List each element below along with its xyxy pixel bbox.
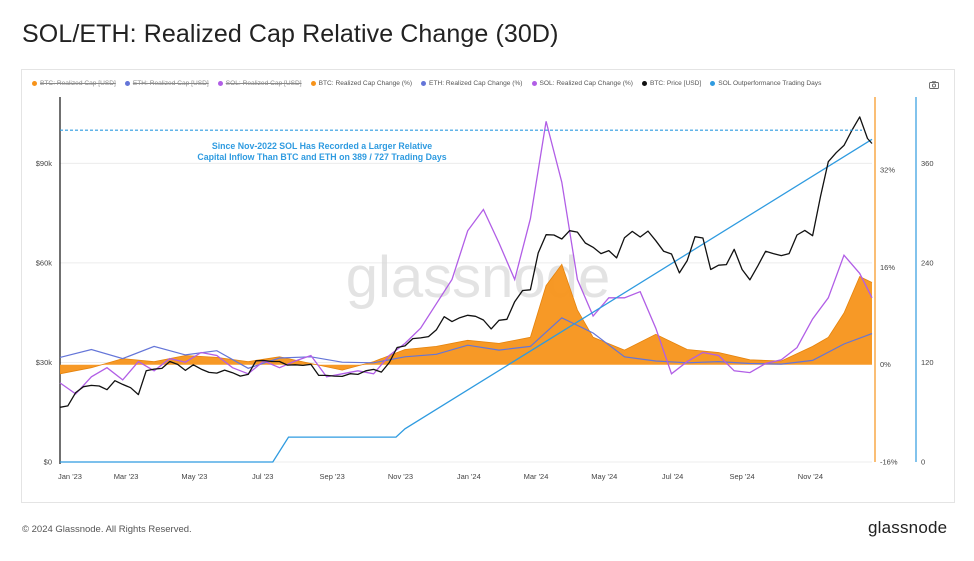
x-tick-label: Sep '23 [320,472,345,481]
price-tick-label: $0 [44,458,52,467]
x-tick-label: Jul '24 [662,472,683,481]
chart-frame [21,69,955,503]
legend-color-dot-icon [310,80,316,86]
chart-legend: BTC: Realized Cap [USD] ETH: Realized Cap… [32,77,830,89]
pct-tick-label: 16% [880,263,895,272]
legend-label: ETH: Realized Cap [USD] [132,79,209,87]
annotation-text: Capital Inflow Than BTC and ETH on 389 /… [197,152,446,162]
price-tick-label: $90k [36,159,53,168]
legend-item[interactable]: BTC: Price [USD] [641,77,702,89]
legend-label: BTC: Realized Cap [USD] [40,79,116,87]
pct-tick-label: -16% [880,458,898,467]
legend-label: SOL: Realized Cap Change (%) [539,79,633,87]
legend-color-dot-icon [124,80,130,86]
x-tick-label: May '24 [591,472,617,481]
legend-label: ETH: Realized Cap Change (%) [429,79,523,87]
legend-item[interactable]: SOL: Realized Cap [USD] [217,77,302,89]
annotation-text: Since Nov-2022 SOL Has Recorded a Larger… [212,141,432,151]
pct-tick-label: 0% [880,360,891,369]
legend-item[interactable]: ETH: Realized Cap Change (%) [421,77,523,89]
camera-icon[interactable] [929,81,939,89]
legend-label: BTC: Price [USD] [649,79,702,87]
sol-realized-change-line [59,121,873,395]
legend-color-dot-icon [32,80,37,86]
x-tick-label: Sep '24 [729,472,754,481]
brand-logo: glassnode [868,518,948,537]
x-tick-label: Jan '24 [457,472,481,481]
legend-item[interactable]: SOL Outperformance Trading Days [710,77,821,89]
legend-color-dot-icon [710,80,716,86]
btc-realized-change-line [59,263,873,375]
legend-color-dot-icon [217,80,223,86]
legend-item[interactable]: SOL: Realized Cap Change (%) [531,77,633,89]
legend-item[interactable]: BTC: Realized Cap [USD] [32,77,116,89]
legend-item[interactable]: ETH: Realized Cap [USD] [124,77,209,89]
legend-color-dot-icon [421,80,427,86]
x-tick-label: Nov '23 [388,472,413,481]
price-tick-label: $30k [36,358,53,367]
x-tick-label: Jan '23 [58,472,82,481]
btc-realized-change-area [60,264,872,374]
x-tick-label: Nov '24 [798,472,823,481]
days-tick-label: 120 [921,358,934,367]
btc-price-line [59,116,873,408]
pct-tick-label: 32% [880,166,895,175]
legend-color-dot-icon [641,80,647,86]
legend-label: BTC: Realized Cap Change (%) [318,79,413,87]
price-tick-label: $60k [36,258,53,267]
x-tick-label: Mar '24 [524,472,549,481]
x-tick-label: Mar '23 [114,472,139,481]
legend-color-dot-icon [531,80,537,86]
days-tick-label: 360 [921,159,934,168]
days-tick-label: 240 [921,258,934,267]
eth-realized-change-line [59,317,873,369]
legend-label: SOL: Realized Cap [USD] [225,79,302,87]
legend-label: SOL Outperformance Trading Days [718,79,822,87]
copyright-text: © 2024 Glassnode. All Rights Reserved. [22,524,192,535]
legend-item[interactable]: BTC: Realized Cap Change (%) [310,77,413,89]
x-tick-label: Jul '23 [252,472,273,481]
days-tick-label: 0 [921,458,925,467]
sol-outperformance-days-line [60,138,873,463]
page-title: SOL/ETH: Realized Cap Relative Change (3… [22,20,559,48]
x-tick-label: May '23 [181,472,207,481]
